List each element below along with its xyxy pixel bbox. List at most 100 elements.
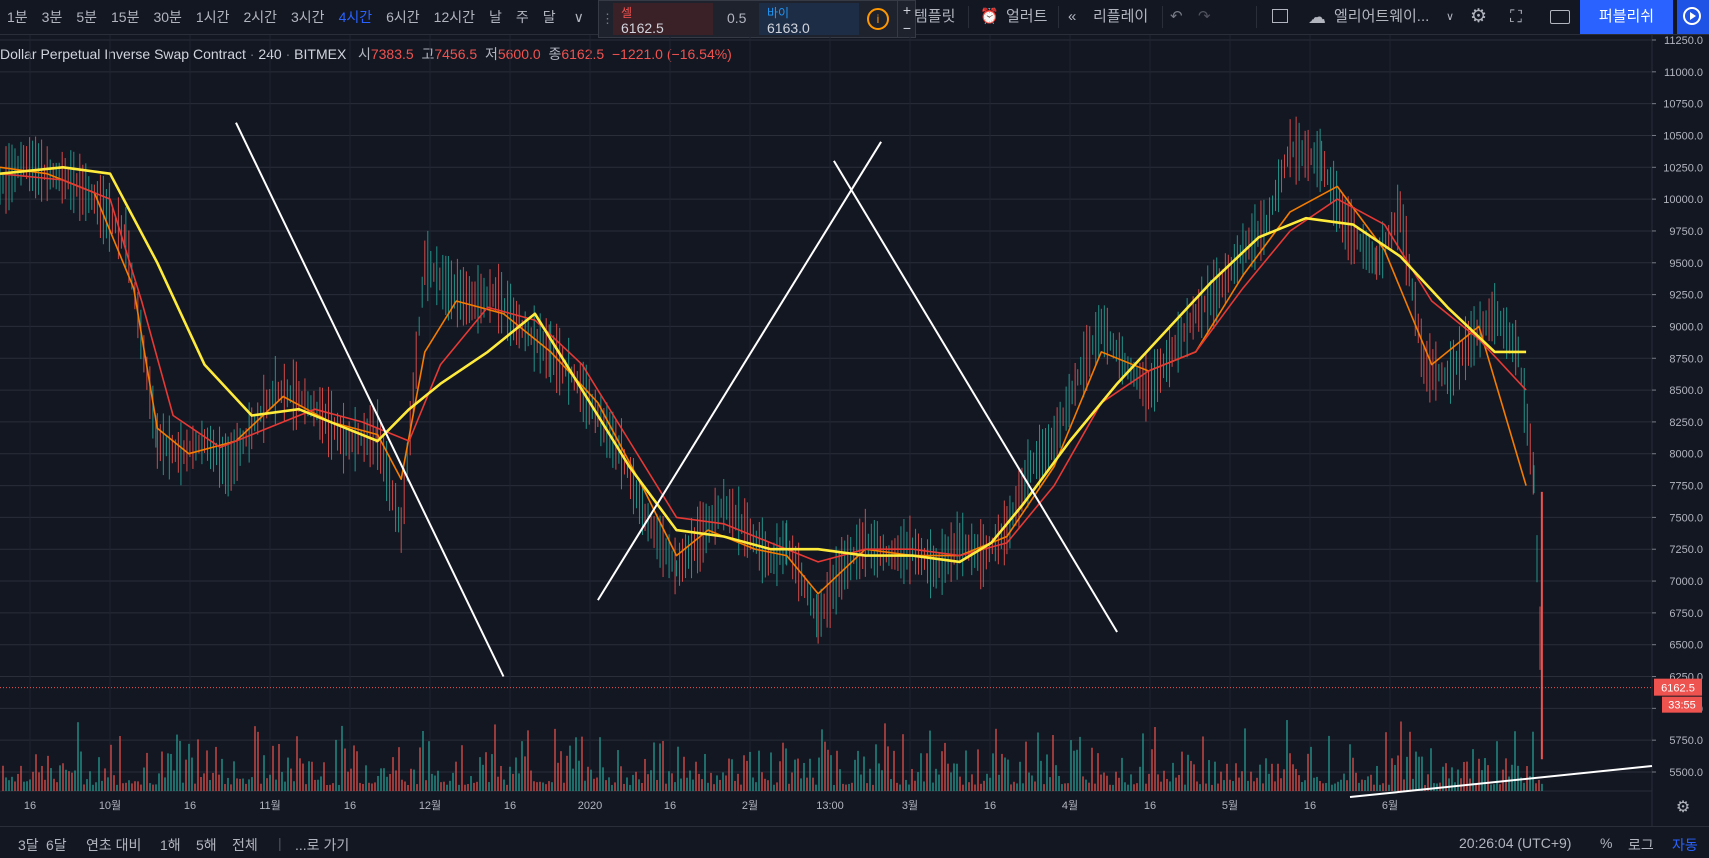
info-icon[interactable]: i	[867, 8, 889, 30]
interval-button[interactable]: 6시간	[386, 9, 420, 25]
price-chart[interactable]: 5500.05750.06000.06250.06500.06750.07000…	[0, 35, 1709, 826]
volume-bar	[1127, 784, 1129, 791]
volume-bar	[65, 769, 67, 791]
log-toggle[interactable]: 로그	[1628, 837, 1654, 853]
gear-icon[interactable]: ⚙	[1470, 6, 1488, 27]
volume-bar	[650, 770, 652, 791]
volume-bar	[1481, 770, 1483, 791]
volume-bar	[551, 782, 553, 791]
volume-bar	[914, 780, 916, 791]
range-button[interactable]: 전체	[232, 837, 258, 853]
quantity-stepper[interactable]: + −	[897, 1, 916, 37]
symbol-name[interactable]: Dollar Perpetual Inverse Swap Contract	[0, 46, 246, 62]
interval-button[interactable]: 날	[489, 9, 502, 25]
volume-bar	[428, 741, 430, 791]
volume-bar	[971, 774, 973, 791]
interval-button[interactable]: 3시간	[291, 9, 325, 25]
volume-bars	[2, 720, 1543, 791]
volume-bar	[824, 741, 826, 791]
price-tick-label: 8750.0	[1669, 353, 1703, 365]
volume-bar	[713, 784, 715, 791]
chevron-down-icon[interactable]: ∨	[573, 8, 584, 25]
volume-bar	[581, 736, 583, 791]
volume-bar	[179, 740, 181, 791]
plus-icon[interactable]: +	[902, 2, 912, 18]
volume-bar	[524, 756, 526, 791]
volume-bar	[368, 782, 370, 791]
volume-bar	[230, 784, 232, 791]
interval-button[interactable]: 주	[515, 9, 529, 25]
range-button[interactable]: 6달	[46, 837, 67, 853]
volume-bar	[1412, 778, 1414, 791]
chevron-down-icon[interactable]: ∨	[1446, 11, 1455, 23]
volume-bar	[1298, 775, 1300, 791]
price-tick-label: 5750.0	[1669, 735, 1703, 747]
play-icon[interactable]	[1677, 0, 1709, 34]
volume-bar	[998, 774, 1000, 791]
layout-name[interactable]: 엘리어트웨이...	[1334, 8, 1430, 25]
interval-button[interactable]: 4시간	[338, 9, 373, 25]
replay-button[interactable]: 리플레이	[1093, 8, 1149, 25]
range-button[interactable]: 3달	[18, 837, 39, 853]
volume-bar	[1373, 784, 1375, 791]
auto-toggle[interactable]: 자동	[1672, 837, 1698, 853]
alert-button[interactable]: 얼러트	[1006, 8, 1048, 25]
volume-bar	[935, 768, 937, 791]
open-label: 시	[357, 46, 371, 62]
interval-button[interactable]: 3분	[41, 9, 63, 25]
volume-bar	[146, 752, 148, 791]
volume-bar	[1382, 783, 1384, 791]
buy-button[interactable]: 바이 6163.0	[759, 3, 859, 36]
percent-toggle[interactable]: %	[1600, 835, 1613, 851]
volume-bar	[1091, 747, 1093, 791]
volume-bar	[1463, 761, 1465, 791]
publish-button[interactable]: 퍼블리쉬	[1580, 0, 1673, 34]
volume-bar	[35, 754, 37, 791]
interval-button[interactable]: 5분	[76, 9, 98, 25]
range-button[interactable]: 1해	[160, 837, 181, 853]
volume-bar	[578, 760, 580, 791]
symbol-legend: Dollar Perpetual Inverse Swap Contract ·…	[0, 46, 732, 62]
volume-bar	[497, 776, 499, 791]
redo-icon[interactable]: ↷	[1198, 8, 1211, 25]
volume-bar	[806, 777, 808, 791]
volume-bar	[938, 774, 940, 791]
fullscreen-rect-icon[interactable]	[1272, 9, 1288, 23]
interval-button[interactable]: 30분	[153, 9, 182, 25]
interval-button[interactable]: 2시간	[243, 9, 278, 25]
range-button[interactable]: 연초 대비	[86, 837, 142, 853]
template-button[interactable]: 템플릿	[914, 8, 956, 25]
volume-bar	[506, 784, 508, 791]
axis-settings-icon[interactable]: ⚙	[1676, 799, 1690, 816]
goto-date-button[interactable]: ...로 가기	[295, 837, 350, 853]
volume-bar	[1325, 783, 1327, 791]
interval-button[interactable]: 1분	[7, 9, 28, 25]
volume-bar	[200, 777, 202, 791]
volume-bar	[614, 782, 616, 791]
countdown-tag	[1662, 696, 1702, 713]
volume-bar	[617, 750, 619, 791]
volume-bar	[1367, 776, 1369, 791]
fullscreen-icon[interactable]: ⛶	[1510, 7, 1522, 26]
volume-bar	[1490, 784, 1492, 791]
interval-button[interactable]: 달	[542, 9, 556, 25]
volume-bar	[1031, 775, 1033, 791]
alarm-clock-icon[interactable]: ⏰	[980, 8, 999, 25]
undo-icon[interactable]: ↶	[1170, 8, 1183, 25]
volume-bar	[1295, 768, 1297, 791]
volume-bar	[329, 784, 331, 791]
interval-button[interactable]: 1시간	[195, 9, 230, 25]
interval-button[interactable]: 12시간	[433, 9, 475, 25]
range-button[interactable]: 5해	[196, 837, 217, 853]
time-tick-label: 6월	[1382, 799, 1398, 812]
interval-button[interactable]: 15분	[111, 9, 140, 25]
volume-bar	[608, 777, 610, 791]
volume-bar	[707, 782, 709, 791]
volume-bar	[1397, 755, 1399, 791]
camera-icon[interactable]	[1550, 10, 1570, 24]
sell-button[interactable]: 셀 6162.5	[613, 3, 713, 36]
bottom-toolbar: 3달 6달 연초 대비 1해 5해 전체 | ...로 가기 20:26:04 (UTC+…	[0, 826, 1709, 858]
minus-icon[interactable]: −	[902, 20, 912, 36]
volume-bar	[545, 784, 547, 791]
volume-bar	[1505, 758, 1507, 791]
